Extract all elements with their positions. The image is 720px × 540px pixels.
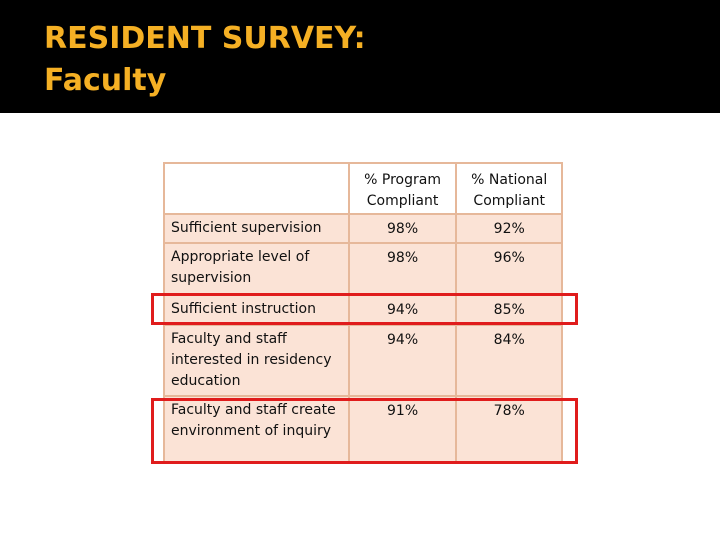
row-program-value: 94% xyxy=(347,324,458,397)
slide-title: RESIDENT SURVEY: Faculty xyxy=(44,18,366,102)
row-program-value: 98% xyxy=(347,213,458,244)
header-program-line1: % Program xyxy=(364,172,441,188)
slide-title-line2: Faculty xyxy=(44,63,167,98)
title-bar: RESIDENT SURVEY: Faculty xyxy=(0,0,720,113)
row-label: Faculty and staff interested in residenc… xyxy=(163,324,350,397)
row-label: Faculty and staff create environment of … xyxy=(163,395,350,463)
header-national-line2: Compliant xyxy=(473,193,546,209)
row-label: Sufficient supervision xyxy=(163,213,350,244)
header-national-compliant: % National Compliant xyxy=(455,162,563,215)
header-label-cell xyxy=(163,162,350,215)
row-program-value: 94% xyxy=(347,294,458,326)
header-program-line2: Compliant xyxy=(366,193,439,209)
slide-title-line1: RESIDENT SURVEY: xyxy=(44,21,366,56)
table-row: Sufficient supervision 98% 92% xyxy=(163,213,563,244)
row-national-value: 92% xyxy=(455,213,563,244)
row-national-value: 96% xyxy=(455,242,563,296)
table-row: Faculty and staff create environment of … xyxy=(163,395,563,463)
table-row: Faculty and staff interested in residenc… xyxy=(163,324,563,397)
row-program-value: 91% xyxy=(347,395,458,463)
header-national-line1: % National xyxy=(471,172,548,188)
header-program-compliant: % Program Compliant xyxy=(347,162,458,215)
table-header-row: % Program Compliant % National Compliant xyxy=(163,162,563,215)
row-label: Appropriate level of supervision xyxy=(163,242,350,296)
table-row: Sufficient instruction 94% 85% xyxy=(163,294,563,326)
row-national-value: 84% xyxy=(455,324,563,397)
row-label: Sufficient instruction xyxy=(163,294,350,326)
table-row: Appropriate level of supervision 98% 96% xyxy=(163,242,563,296)
survey-table: % Program Compliant % National Compliant… xyxy=(163,162,563,463)
row-national-value: 78% xyxy=(455,395,563,463)
row-national-value: 85% xyxy=(455,294,563,326)
row-program-value: 98% xyxy=(347,242,458,296)
